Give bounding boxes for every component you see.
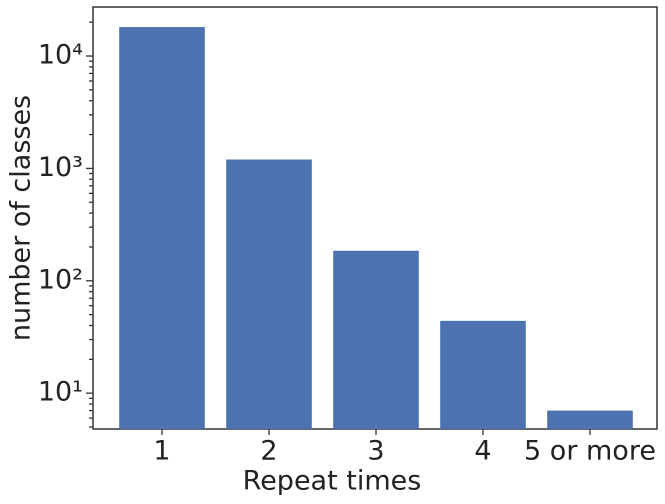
bar	[440, 320, 526, 429]
bar	[333, 250, 419, 429]
y-tick-label: 10¹	[38, 377, 83, 408]
x-tick-label: 5 or more	[524, 436, 656, 467]
x-tick-label: 4	[474, 436, 491, 467]
x-tick-label: 2	[260, 436, 277, 467]
x-axis-label: Repeat times	[243, 466, 422, 497]
y-axis-label: number of classes	[6, 95, 37, 341]
bar	[119, 27, 205, 429]
bar	[547, 410, 633, 429]
x-tick-label: 3	[367, 436, 384, 467]
y-tick-label: 10²	[38, 264, 83, 295]
y-tick-label: 10⁴	[38, 40, 83, 71]
x-tick-label: 1	[153, 436, 170, 467]
bar	[226, 159, 312, 429]
y-tick-label: 10³	[38, 152, 83, 183]
